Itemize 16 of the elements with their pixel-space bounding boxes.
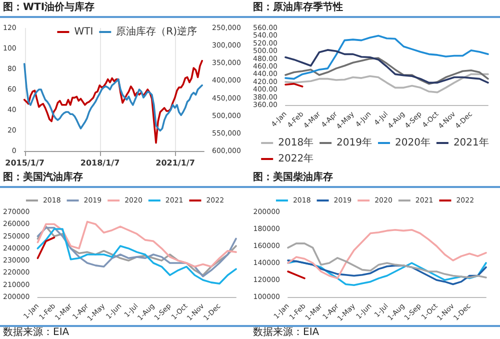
chart-title: 图：原油库存季节性 bbox=[250, 0, 500, 18]
source-note: 数据来源：EIA bbox=[253, 327, 320, 338]
source-note: 数据来源：EIA bbox=[3, 327, 70, 338]
legend-label: 原油库存（R)逆序 bbox=[116, 26, 198, 38]
chart-title: 图：美国柴油库存 bbox=[250, 170, 500, 188]
legend-label: 2019年 bbox=[336, 136, 372, 148]
legend-label: 2018年 bbox=[278, 136, 314, 148]
chart-title: 图：WTI油价与库存 bbox=[0, 0, 250, 18]
x-tick-label: 2018/1/7 bbox=[80, 158, 120, 168]
chart-title: 图：美国汽油库存 bbox=[0, 170, 250, 188]
legend-label: 2022年 bbox=[278, 152, 314, 164]
x-tick-label: 2021/1/7 bbox=[156, 158, 195, 168]
legend-label: WTI bbox=[74, 26, 94, 38]
legend-label: 2021年 bbox=[453, 136, 489, 148]
legend-label: 2020年 bbox=[395, 136, 430, 148]
x-tick-label: 2015/1/7 bbox=[5, 158, 44, 168]
